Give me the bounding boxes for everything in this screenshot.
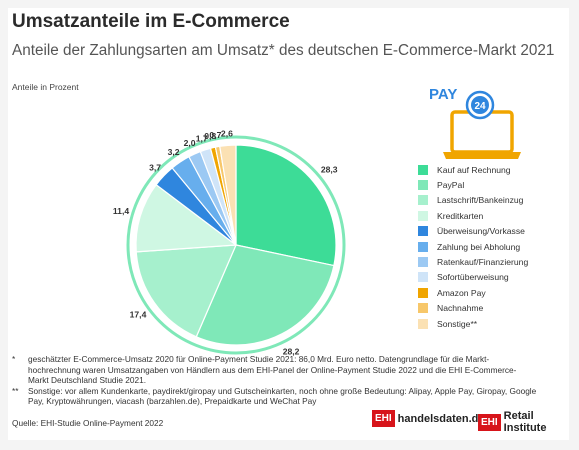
legend: Kauf auf Rechnung PayPal Lastschrift/Banke… bbox=[418, 162, 528, 331]
slice-data-label: 0,7 bbox=[209, 130, 221, 140]
legend-item: Nachnahme bbox=[418, 301, 528, 316]
legend-label: Überweisung/Vorkasse bbox=[437, 226, 525, 237]
legend-label: Lastschrift/Bankeinzug bbox=[437, 195, 524, 206]
slice-data-label: 1,7 bbox=[196, 133, 208, 143]
legend-label: Sonstige** bbox=[437, 318, 478, 329]
legend-label: Ratenkauf/Finanzierung bbox=[437, 257, 529, 268]
legend-swatch bbox=[418, 180, 428, 191]
pie-outer-ring bbox=[126, 135, 346, 355]
chart-title: Umsatzanteile im E-Commerce bbox=[12, 11, 290, 32]
laptop-pay-24-icon: 24 PAY bbox=[429, 86, 521, 159]
slice-data-label: 11,4 bbox=[113, 206, 129, 216]
legend-label: PayPal bbox=[437, 180, 465, 191]
logo-retail-institute[interactable]: EHI Retail Institute bbox=[478, 410, 579, 434]
pie-slice bbox=[195, 244, 335, 346]
slice-data-label: 3,2 bbox=[168, 147, 180, 157]
footnote-text: geschätzter E-Commerce-Umsatz 2020 für O… bbox=[28, 354, 517, 385]
slice-data-label: 28,2 bbox=[283, 347, 300, 357]
legend-swatch bbox=[418, 318, 428, 329]
slice-data-label: 2,0 bbox=[184, 138, 196, 148]
slice-data-label: 0,8 bbox=[204, 131, 216, 141]
badge-24-text: 24 bbox=[474, 101, 486, 112]
footnote-2: ** Sonstige: vor allem Kundenkarte, payd… bbox=[12, 386, 537, 407]
legend-swatch bbox=[418, 210, 428, 221]
legend-label: Nachnahme bbox=[437, 303, 484, 314]
pie-slice bbox=[219, 144, 237, 246]
legend-swatch bbox=[418, 287, 428, 298]
legend-swatch bbox=[418, 241, 428, 252]
legend-item: Überweisung/Vorkasse bbox=[418, 224, 528, 239]
footnote-text: Sonstige: vor allem Kundenkarte, paydire… bbox=[28, 385, 537, 407]
legend-label: Amazon Pay bbox=[437, 287, 486, 298]
legend-item: Sonstige** bbox=[418, 316, 528, 331]
legend-item: PayPal bbox=[418, 177, 528, 192]
legend-label: Kreditkarten bbox=[437, 210, 484, 221]
pie-slice bbox=[135, 183, 238, 253]
legend-swatch bbox=[418, 226, 428, 237]
footnote-1: * geschätzter E-Commerce-Umsatz 2020 für… bbox=[12, 354, 537, 386]
legend-swatch bbox=[418, 195, 428, 206]
legend-item: Kreditkarten bbox=[418, 208, 528, 223]
clock-badge-icon bbox=[471, 96, 489, 114]
legend-item: Sofortüberweisung bbox=[418, 270, 528, 285]
legend-label: Kauf auf Rechnung bbox=[437, 164, 511, 175]
legend-item: Zahlung bei Abholung bbox=[418, 239, 528, 254]
legend-item: Ratenkauf/Finanzierung bbox=[418, 254, 528, 269]
legend-label: Zahlung bei Abholung bbox=[437, 241, 521, 252]
slice-data-label: 3,7 bbox=[149, 163, 161, 173]
legend-swatch bbox=[418, 257, 428, 268]
footnote-mark: * bbox=[12, 354, 16, 364]
laptop-base-icon bbox=[443, 152, 521, 159]
pay-text: PAY bbox=[429, 86, 457, 103]
unit-label: Anteile in Prozent bbox=[12, 82, 79, 92]
chart-subtitle: Anteile der Zahlungsarten am Umsatz* des… bbox=[12, 42, 555, 59]
logo-text: Retail Institute bbox=[503, 410, 547, 434]
logo-text: handelsdaten.de bbox=[397, 412, 485, 425]
slice-data-label: 17,4 bbox=[130, 309, 147, 319]
legend-swatch bbox=[418, 303, 428, 314]
legend-item: Kauf auf Rechnung bbox=[418, 162, 528, 177]
slice-data-label: 2,6 bbox=[221, 128, 233, 138]
slice-data-label: 28,3 bbox=[321, 164, 338, 174]
legend-item: Amazon Pay bbox=[418, 285, 528, 300]
pie-slice bbox=[135, 244, 237, 338]
footnotes: * geschätzter E-Commerce-Umsatz 2020 für… bbox=[12, 354, 537, 407]
legend-label: Sofortüberweisung bbox=[437, 272, 509, 283]
pie-slice bbox=[235, 144, 337, 267]
ehi-logo-box: EHI bbox=[372, 410, 395, 427]
ehi-logo-box: EHI bbox=[478, 413, 501, 431]
logo-handelsdaten[interactable]: EHI handelsdaten.de bbox=[372, 410, 484, 427]
legend-swatch bbox=[418, 164, 428, 175]
footnote-mark: ** bbox=[12, 385, 19, 396]
legend-swatch bbox=[418, 272, 428, 283]
legend-item: Lastschrift/Bankeinzug bbox=[418, 193, 528, 208]
source-note: Quelle: EHI-Studie Online-Payment 2022 bbox=[12, 418, 164, 428]
